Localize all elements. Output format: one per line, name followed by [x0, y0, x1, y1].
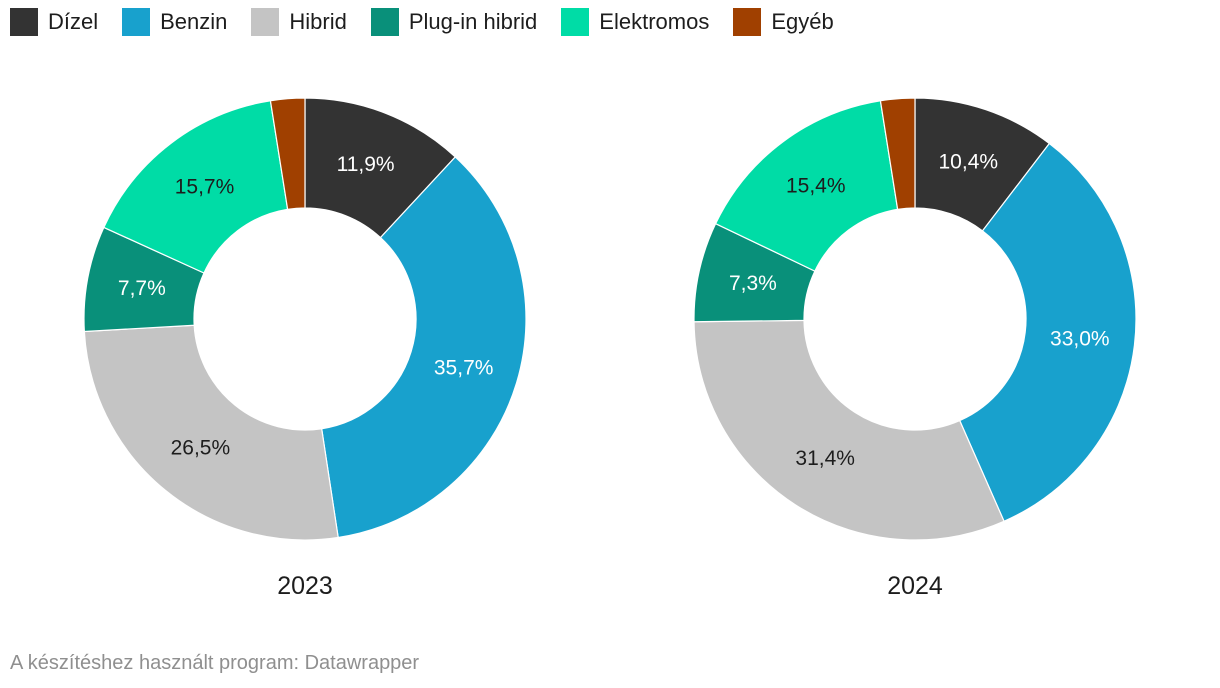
- legend-label: Dízel: [48, 9, 99, 34]
- slice-label: 15,7%: [175, 175, 235, 198]
- legend-label: Plug-in hibrid: [408, 9, 538, 34]
- chart-year-title: 2024: [887, 572, 943, 600]
- slice-label: 7,3%: [729, 272, 777, 295]
- donut-slice-2023-3: [83, 324, 339, 541]
- slice-label: 35,7%: [434, 356, 494, 379]
- donut-slice-2023-2: [320, 156, 527, 539]
- chart-year-title: 2023: [277, 572, 333, 600]
- slice-label: 15,4%: [786, 174, 846, 197]
- slice-label: 11,9%: [337, 153, 395, 176]
- legend-item: Egyéb: [733, 8, 834, 36]
- slice-label: 10,4%: [939, 150, 999, 173]
- legend-item: Plug-in hibrid: [370, 8, 538, 36]
- footer-credit: A készítéshez használt program: Datawrap…: [10, 652, 420, 674]
- slice-label: 7,7%: [118, 277, 166, 300]
- legend-item: Hibrid: [251, 8, 347, 36]
- slice-label: 31,4%: [795, 447, 855, 470]
- donut-slice-2023-6: [269, 97, 306, 211]
- legend-label: Benzin: [160, 9, 228, 34]
- legend-swatch: [122, 8, 151, 36]
- donut-slice-2024-3: [693, 319, 1005, 541]
- legend-item: Benzin: [122, 8, 227, 36]
- slice-label: 26,5%: [171, 436, 231, 459]
- legend-label: Egyéb: [771, 9, 834, 34]
- donut-slice-2024-6: [879, 97, 916, 211]
- legend-item: Elektromos: [561, 8, 709, 36]
- legend-swatch: [561, 8, 590, 36]
- legend-label: Elektromos: [599, 9, 710, 34]
- legend-swatch: [10, 8, 38, 36]
- donut-slice-2024-2: [958, 142, 1137, 523]
- legend-swatch: [251, 8, 280, 36]
- chart-legend: Dízel Benzin Hibrid Plug-in hibrid Elektromo…: [10, 8, 858, 36]
- legend-item: Dízel: [10, 8, 98, 36]
- legend-swatch: [370, 8, 399, 36]
- donut-slice-2023-5: [103, 100, 289, 274]
- legend-label: Hibrid: [289, 9, 347, 34]
- legend-swatch: [733, 8, 762, 36]
- donut-slice-2024-5: [714, 100, 899, 272]
- slice-label: 33,0%: [1050, 327, 1110, 350]
